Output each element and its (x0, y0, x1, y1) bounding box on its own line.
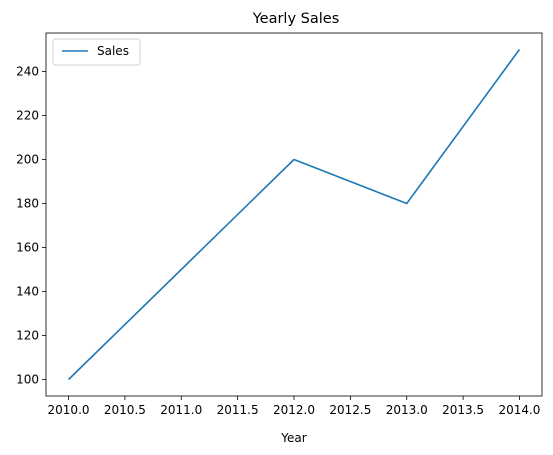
x-tick-label: 2012.0 (273, 403, 315, 417)
y-tick-label: 100 (16, 373, 39, 387)
y-tick-label: 120 (16, 329, 39, 343)
x-axis: 2010.0 2010.5 2011.0 2011.5 2012.0 2012.5 2013… (48, 396, 540, 417)
y-tick-label: 140 (16, 285, 39, 299)
legend: Sales (52, 38, 141, 66)
y-tick-label: 200 (16, 153, 39, 167)
x-axis-label: Year (280, 431, 306, 445)
x-tick-label: 2014.0 (498, 403, 540, 417)
chart-title: Yearly Sales (252, 11, 340, 27)
series-points (68, 49, 520, 380)
y-tick-label: 220 (16, 109, 39, 123)
y-axis: 100 120 140 160 180 200 220 240 (16, 65, 46, 387)
x-tick-label: 2012.5 (329, 403, 371, 417)
y-tick-label: 240 (16, 65, 39, 79)
legend-label-sales: Sales (97, 44, 129, 58)
x-tick-label: 2011.0 (160, 403, 202, 417)
y-tick-label: 160 (16, 241, 39, 255)
series-line-sales (67, 49, 521, 381)
legend-box (52, 38, 141, 66)
x-tick-label: 2010.0 (48, 403, 90, 417)
x-tick-label: 2013.5 (442, 403, 484, 417)
x-tick-label: 2011.5 (217, 403, 259, 417)
plot-area (45, 32, 543, 397)
axes-frame (45, 32, 543, 397)
y-tick-label: 180 (16, 197, 39, 211)
x-tick-label: 2013.0 (386, 403, 428, 417)
x-tick-label: 2010.5 (104, 403, 146, 417)
